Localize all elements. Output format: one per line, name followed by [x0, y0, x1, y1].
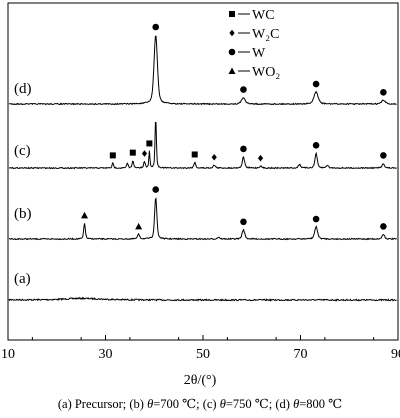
x-tick-label: 90 — [391, 347, 400, 362]
series-labels: (a) (b) (c) (d) — [14, 81, 32, 287]
caption-theta-3: θ — [293, 397, 300, 411]
marker-w — [240, 145, 247, 153]
marker-wc — [229, 11, 235, 17]
marker-w2c — [257, 154, 264, 162]
plot-frame — [7, 2, 399, 341]
marker-w — [380, 89, 387, 96]
series-label: (c) — [14, 143, 31, 159]
axes — [7, 2, 399, 341]
x-tick-label: 10 — [1, 347, 15, 362]
figure-caption: (a) Precursor; (b) θ=700 ℃; (c) θ=750 ℃;… — [0, 396, 400, 412]
marker-w2c — [141, 150, 148, 157]
x-tick-label: 50 — [196, 347, 210, 362]
marker-wo2 — [135, 222, 143, 230]
series-curve-0 — [8, 296, 397, 302]
caption-theta-1: θ — [147, 397, 154, 411]
curves — [8, 35, 397, 302]
legend: WC W₂C W WO₂ — [228, 8, 280, 80]
series-curve-3 — [8, 35, 397, 106]
legend-label: W₂C — [252, 27, 279, 42]
marker-w — [312, 80, 320, 88]
marker-wo2 — [228, 67, 236, 74]
marker-w — [312, 141, 320, 149]
marker-w2c — [229, 29, 235, 37]
legend-label: WC — [252, 8, 275, 23]
marker-w — [152, 23, 160, 31]
caption-part-b: =700 ℃; (c) — [153, 397, 220, 411]
marker-w — [380, 152, 387, 159]
x-tick-label: 70 — [294, 347, 308, 362]
caption-theta-2: θ — [219, 397, 226, 411]
x-axis-label: 2θ/(°) — [184, 373, 217, 388]
caption-part-d: =800 ℃ — [299, 397, 343, 411]
marker-wc — [191, 151, 198, 158]
legend-label: WO₂ — [252, 65, 280, 80]
caption-part-c: =750 ℃; (d) — [225, 397, 294, 411]
marker-w — [380, 223, 387, 230]
marker-wc — [109, 152, 116, 159]
series-curve-1 — [8, 197, 397, 241]
marker-w — [228, 48, 236, 56]
marker-w2c — [211, 153, 217, 161]
peak-markers — [81, 23, 387, 230]
marker-w — [152, 186, 160, 193]
x-tick-label: 30 — [99, 347, 113, 362]
x-ticks: 10 30 50 70 90 — [1, 335, 400, 362]
marker-w — [240, 218, 247, 226]
marker-wc — [146, 140, 153, 147]
marker-wo2 — [81, 211, 89, 219]
series-label: (d) — [14, 81, 32, 97]
series-curve-2 — [9, 121, 397, 170]
series-label: (a) — [14, 271, 31, 287]
marker-w — [312, 215, 320, 223]
series-label: (b) — [14, 206, 32, 222]
caption-part-a: (a) Precursor; (b) — [57, 397, 148, 411]
marker-wc — [129, 149, 136, 156]
legend-label: W — [252, 46, 266, 61]
marker-w — [240, 86, 247, 93]
